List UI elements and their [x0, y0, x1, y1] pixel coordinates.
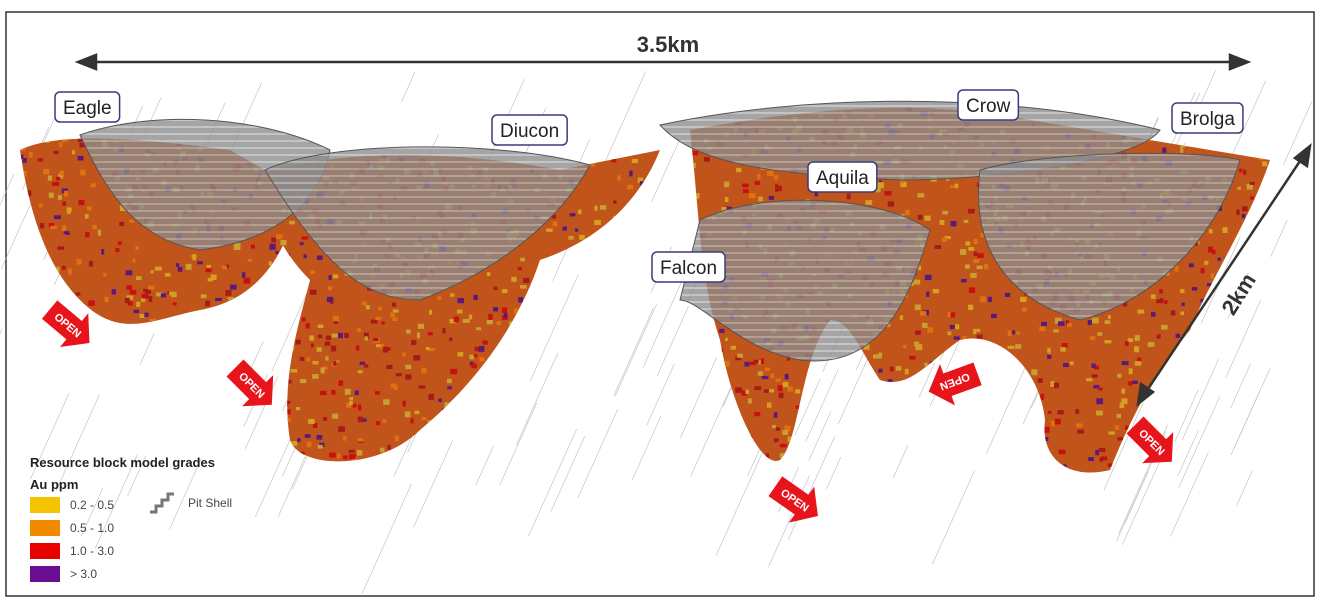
deposit-label: Falcon — [660, 258, 717, 279]
deposit-label-box — [651, 251, 726, 283]
pit-shells — [79, 100, 1241, 362]
deposit-label: Crow — [966, 96, 1011, 117]
pit-shell-icon — [150, 492, 174, 514]
legend-swatch — [30, 543, 60, 559]
legend-swatch — [30, 520, 60, 536]
legend-label: Pit Shell — [188, 496, 232, 510]
open-arrow: OPEN — [928, 362, 982, 406]
deposit-label: Aquila — [816, 168, 869, 189]
legend-swatch — [30, 566, 60, 582]
scale-bar-horizontal — [74, 53, 1252, 71]
legend-label: 0.5 - 1.0 — [70, 521, 114, 535]
legend-swatch — [30, 497, 60, 513]
legend-label: > 3.0 — [70, 567, 97, 581]
deposit-label: Eagle — [63, 98, 112, 119]
legend-label: 0.2 - 0.5 — [70, 498, 114, 512]
legend-label: 1.0 - 3.0 — [70, 544, 114, 558]
deposit-label-box — [1171, 102, 1244, 134]
deposit-label: Brolga — [1180, 109, 1235, 130]
deposit-label-box — [491, 114, 568, 146]
deposit-label-box — [957, 89, 1020, 121]
legend-unit: Au ppm — [30, 477, 78, 492]
deposit-label: Diucon — [500, 121, 559, 142]
deposit-label-box — [54, 91, 121, 123]
legend-title: Resource block model grades — [30, 455, 215, 470]
scale-label: 3.5km — [637, 32, 699, 57]
scale-bar-vertical — [1136, 143, 1312, 407]
deposit-label-box — [807, 161, 878, 193]
